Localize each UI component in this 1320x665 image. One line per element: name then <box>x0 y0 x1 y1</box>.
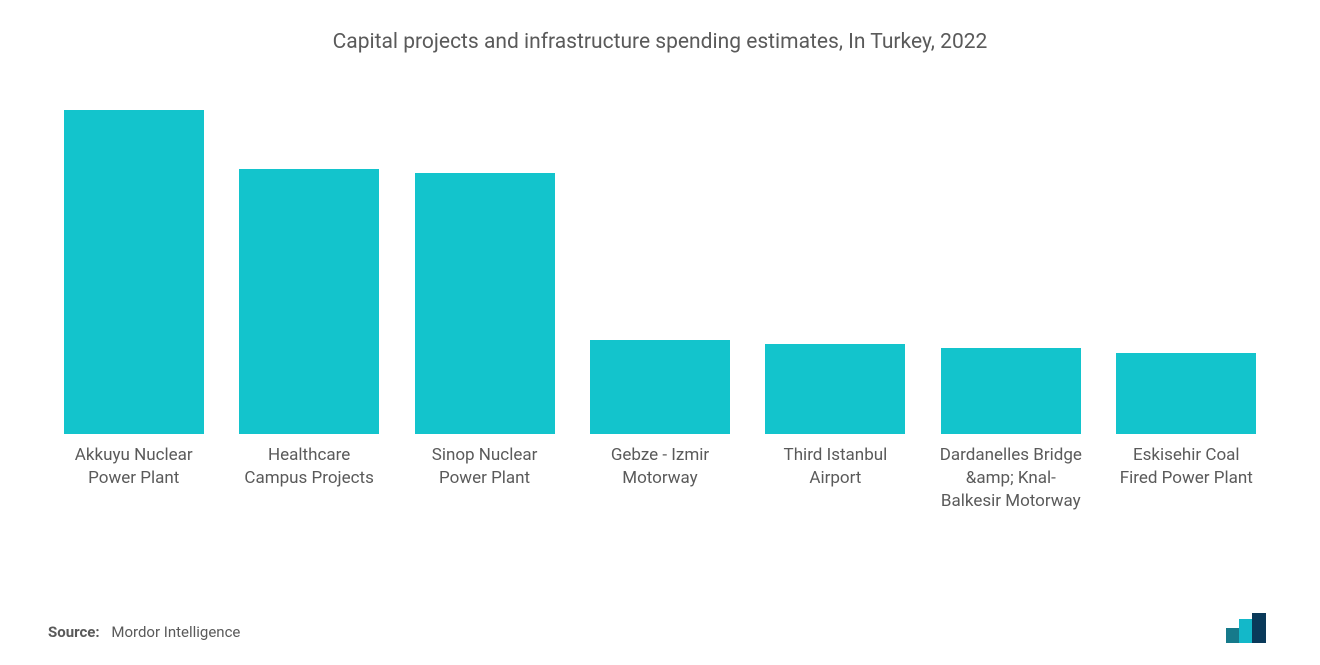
bar-category-label: Third Istanbul Airport <box>764 444 907 544</box>
source-label: Source: <box>48 623 100 641</box>
bar <box>415 173 555 434</box>
brand-logo <box>1226 613 1280 643</box>
bar <box>64 110 204 434</box>
bar <box>765 344 905 434</box>
source-value: Mordor Intelligence <box>111 623 240 641</box>
bar-column: Dardanelles Bridge &amp; Knal-Balkesir M… <box>923 348 1098 544</box>
bar-category-label: Sinop Nuclear Power Plant <box>413 444 556 544</box>
bar <box>239 169 379 434</box>
source-attribution: Source: Mordor Intelligence <box>48 623 240 641</box>
bar-category-label: Dardanelles Bridge &amp; Knal-Balkesir M… <box>939 444 1082 544</box>
bar <box>1116 353 1256 434</box>
bar-category-label: Healthcare Campus Projects <box>237 444 380 544</box>
bar-column: Gebze - Izmir Motorway <box>572 340 747 544</box>
bar-column: Healthcare Campus Projects <box>221 169 396 544</box>
bar-column: Third Istanbul Airport <box>748 344 923 544</box>
bar-category-label: Akkuyu Nuclear Power Plant <box>62 444 205 544</box>
bar <box>941 348 1081 434</box>
bar-category-label: Eskisehir Coal Fired Power Plant <box>1115 444 1258 544</box>
chart-container: Capital projects and infrastructure spen… <box>0 0 1320 665</box>
bar-category-label: Gebze - Izmir Motorway <box>588 444 731 544</box>
bar-column: Eskisehir Coal Fired Power Plant <box>1099 353 1274 544</box>
bar <box>590 340 730 434</box>
chart-plot-area: Akkuyu Nuclear Power Plant Healthcare Cam… <box>40 64 1280 544</box>
logo-bar-2 <box>1239 619 1253 643</box>
bar-column: Akkuyu Nuclear Power Plant <box>46 110 221 544</box>
chart-title: Capital projects and infrastructure spen… <box>40 30 1280 54</box>
logo-bar-3 <box>1252 613 1266 643</box>
bar-column: Sinop Nuclear Power Plant <box>397 173 572 544</box>
logo-bar-1 <box>1226 628 1240 643</box>
